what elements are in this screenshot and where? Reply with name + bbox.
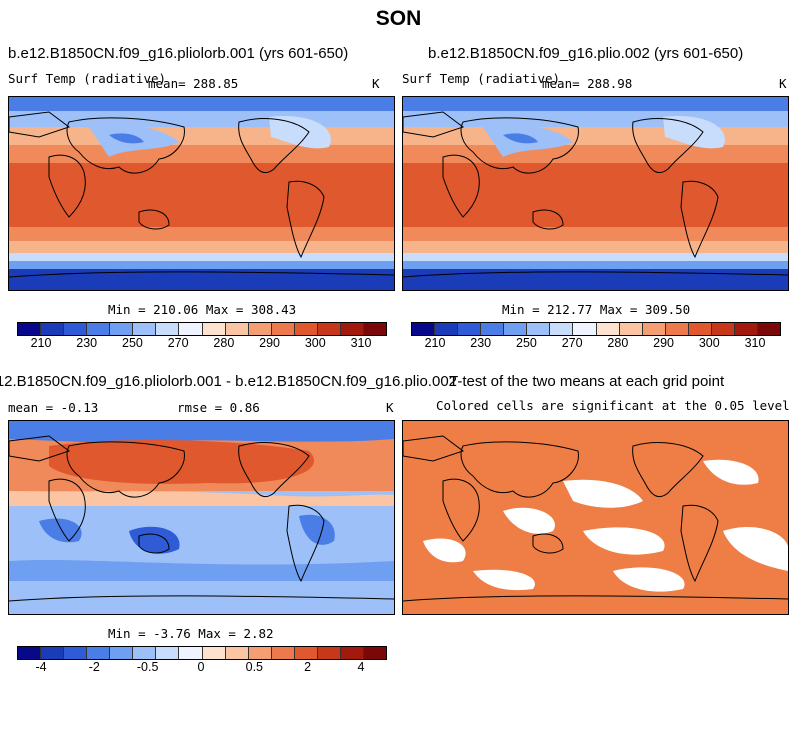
colorbar-tick-label: 0 (197, 660, 205, 674)
colorbar-swatch (340, 323, 364, 335)
colorbar-swatch (363, 323, 386, 335)
colorbar-swatch (64, 647, 88, 659)
colorbar-swatch (550, 323, 574, 335)
colorbar-swatch (688, 323, 712, 335)
panel3-rmse-label: rmse = 0.86 (177, 400, 260, 415)
colorbar-tick-label: -4 (35, 660, 47, 674)
colorbar-tick-label: 280 (607, 336, 629, 350)
colorbar-tick-label: 210 (30, 336, 52, 350)
colorbar-swatch (619, 323, 643, 335)
colorbar-swatch (665, 323, 689, 335)
colorbar-swatch (133, 647, 157, 659)
colorbar-swatch (87, 647, 111, 659)
colorbar-swatch (317, 323, 341, 335)
colorbar-tick-label: 230 (76, 336, 98, 350)
panel3-colorbar (17, 646, 387, 660)
colorbar-tick-label: -0.5 (136, 660, 159, 674)
colorbar-tick-label: 250 (121, 336, 143, 350)
panel2-colorbar (411, 322, 781, 336)
panel1-mean-label: mean= 288.85 (148, 76, 239, 91)
panel3-units: K (386, 400, 394, 415)
colorbar-swatch (110, 647, 134, 659)
colorbar-swatch (340, 647, 364, 659)
colorbar-swatch (294, 323, 318, 335)
panel1-title: b.e12.B1850CN.f09_g16.pliolorb.001 (yrs … (8, 45, 349, 62)
colorbar-swatch (64, 323, 88, 335)
colorbar-tick-label: 280 (213, 336, 235, 350)
colorbar-swatch (435, 323, 459, 335)
panel2-map (402, 96, 789, 291)
colorbar-tick-label: 0.5 (245, 660, 264, 674)
panel2-minmax: Min = 212.77 Max = 309.50 (502, 302, 691, 317)
colorbar-swatch (156, 323, 180, 335)
colorbar-swatch (527, 323, 551, 335)
colorbar-swatch (225, 647, 249, 659)
colorbar-swatch (271, 647, 295, 659)
panel1-map (8, 96, 395, 291)
colorbar-swatch (202, 647, 226, 659)
colorbar-tick-label: -2 (88, 660, 100, 674)
colorbar-swatch (41, 647, 65, 659)
panel3-minmax: Min = -3.76 Max = 2.82 (108, 626, 274, 641)
panel1-units: K (372, 76, 380, 91)
panel2-title: b.e12.B1850CN.f09_g16.plio.002 (yrs 601-… (428, 45, 744, 62)
colorbar-swatch (642, 323, 666, 335)
colorbar-swatch (412, 323, 436, 335)
colorbar-swatch (179, 323, 203, 335)
colorbar-swatch (248, 323, 272, 335)
panel3-title: b.e12.B1850CN.f09_g16.pliolorb.001 - b.e… (0, 373, 457, 390)
panel4-subtitle: Colored cells are significant at the 0.0… (436, 398, 790, 413)
panel1-minmax: Min = 210.06 Max = 308.43 (108, 302, 297, 317)
colorbar-tick-label: 210 (424, 336, 446, 350)
panel3-mean-label: mean = -0.13 (8, 400, 99, 415)
colorbar-swatch (271, 323, 295, 335)
panel1-variable-label: Surf Temp (radiative) (8, 71, 167, 86)
colorbar-tick-label: 4 (357, 660, 365, 674)
colorbar-tick-label: 290 (259, 336, 280, 350)
colorbar-swatch (363, 647, 386, 659)
colorbar-tick-label: 270 (561, 336, 583, 350)
colorbar-swatch (504, 323, 528, 335)
colorbar-swatch (294, 647, 318, 659)
colorbar-swatch (179, 647, 203, 659)
colorbar-tick-label: 270 (167, 336, 189, 350)
colorbar-tick-label: 300 (698, 336, 720, 350)
colorbar-swatch (573, 323, 597, 335)
panel3-map (8, 420, 395, 615)
colorbar-swatch (18, 323, 42, 335)
colorbar-tick-label: 2 (304, 660, 312, 674)
colorbar-swatch (18, 647, 42, 659)
panel2-variable-label: Surf Temp (radiative) (402, 71, 561, 86)
colorbar-swatch (87, 323, 111, 335)
colorbar-swatch (133, 323, 157, 335)
colorbar-tick-label: 290 (653, 336, 674, 350)
colorbar-swatch (41, 323, 65, 335)
panel1-colorbar (17, 322, 387, 336)
colorbar-swatch (110, 323, 134, 335)
colorbar-swatch (734, 323, 758, 335)
panel4-map (402, 420, 789, 615)
panel2-mean-label: mean= 288.98 (542, 76, 633, 91)
panel2-units: K (779, 76, 787, 91)
colorbar-tick-label: 230 (470, 336, 492, 350)
figure-title: SON (375, 7, 422, 30)
colorbar-swatch (202, 323, 226, 335)
colorbar-swatch (317, 647, 341, 659)
colorbar-swatch (596, 323, 620, 335)
colorbar-swatch (757, 323, 780, 335)
colorbar-swatch (458, 323, 482, 335)
colorbar-tick-label: 300 (304, 336, 326, 350)
colorbar-tick-label: 310 (350, 336, 372, 350)
colorbar-tick-label: 250 (515, 336, 537, 350)
colorbar-swatch (711, 323, 735, 335)
colorbar-swatch (225, 323, 249, 335)
colorbar-swatch (156, 647, 180, 659)
colorbar-tick-label: 310 (744, 336, 766, 350)
colorbar-swatch (248, 647, 272, 659)
colorbar-swatch (481, 323, 505, 335)
panel4-title: T-test of the two means at each grid poi… (449, 373, 725, 390)
